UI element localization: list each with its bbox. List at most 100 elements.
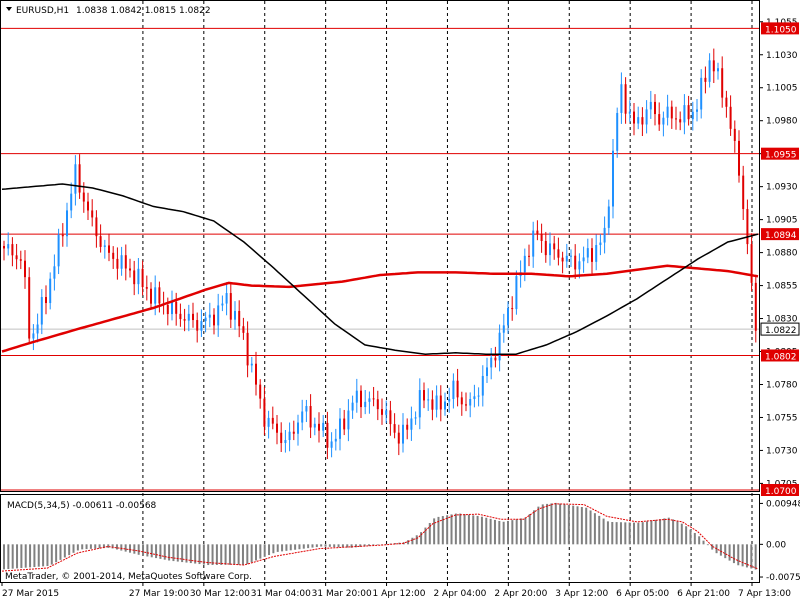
macd-bar — [20, 544, 23, 569]
macd-bar — [3, 544, 5, 570]
candle-body — [607, 206, 610, 228]
macd-bar — [324, 544, 327, 547]
candle-body — [78, 164, 81, 193]
macd-bar — [55, 544, 58, 563]
macd-bar — [737, 544, 740, 566]
candle-body — [574, 255, 577, 270]
candle-body — [410, 418, 413, 430]
macd-bar — [11, 544, 14, 569]
candle-body — [691, 111, 694, 120]
candle-body — [267, 417, 270, 427]
candle-body — [322, 422, 325, 431]
time-tick-label: 27 Mar 19:00 — [129, 589, 189, 599]
candle-body — [515, 276, 518, 310]
macd-bar — [572, 505, 575, 545]
candle-body — [662, 117, 665, 125]
macd-bar — [602, 518, 605, 545]
candle-body — [175, 301, 178, 314]
candle-body — [570, 255, 572, 257]
candle-body — [490, 357, 493, 368]
candle-body — [24, 260, 26, 278]
candle-body — [624, 84, 627, 114]
macd-bar — [450, 514, 453, 545]
macd-axis: 0.00948 0.00 -0.00758 — [759, 499, 800, 583]
candle-body — [532, 230, 535, 257]
candle-body — [364, 401, 367, 408]
macd-bar — [42, 544, 45, 567]
macd-bar — [467, 514, 470, 545]
candle-body — [40, 297, 43, 325]
candle-body — [263, 398, 266, 427]
candle-body — [250, 363, 253, 366]
macd-bar — [137, 544, 140, 555]
candle-body — [141, 268, 144, 288]
candle-body — [57, 234, 60, 267]
candle-body — [309, 406, 312, 428]
time-tick-label: 31 Mar 20:00 — [312, 589, 372, 599]
macd-signal-line — [1, 503, 759, 572]
macd-bar — [98, 544, 101, 549]
macd-bar — [367, 544, 370, 546]
macd-bar — [654, 519, 657, 545]
candle-body — [700, 77, 703, 110]
macd-bar — [102, 544, 105, 549]
price-tick-label: 1.0755 — [766, 413, 798, 423]
candle-body — [313, 423, 316, 428]
macd-bar — [94, 544, 97, 549]
candle-body — [82, 192, 85, 202]
macd-bar — [163, 544, 166, 560]
candle-body — [271, 417, 274, 424]
macd-bar — [7, 544, 10, 570]
candle-body — [326, 422, 329, 448]
candle-body — [687, 105, 690, 120]
candle-body — [502, 325, 505, 333]
macd-histogram — [3, 502, 757, 570]
macd-bar — [541, 504, 544, 545]
macd-bar — [437, 516, 440, 545]
macd-bar — [415, 535, 418, 545]
macd-bar — [754, 544, 757, 570]
macd-bar — [211, 544, 214, 565]
macd-bar — [585, 507, 588, 545]
macd-bar — [328, 544, 331, 547]
macd-bar — [528, 514, 531, 545]
candle-body — [330, 441, 333, 448]
candle-body — [565, 255, 568, 262]
macd-tick-label: 0.00948 — [766, 499, 800, 509]
macd-bar — [81, 544, 84, 550]
candle-body — [418, 390, 421, 418]
candle-body — [208, 314, 211, 318]
macd-bar — [59, 544, 62, 560]
macd-bar — [633, 522, 635, 545]
macd-bar — [337, 544, 340, 548]
macd-bar — [50, 544, 53, 565]
dropdown-triangle-icon[interactable] — [6, 7, 12, 11]
candle-body — [196, 320, 199, 331]
macd-bar — [85, 544, 88, 550]
macd-bar — [611, 521, 614, 545]
candle-body — [360, 390, 362, 408]
time-tick-label: 7 Apr 13:00 — [738, 589, 791, 599]
macd-bar — [385, 543, 388, 545]
candle-body — [523, 255, 526, 273]
macd-bar — [285, 544, 288, 551]
time-tick-label: 2 Apr 20:00 — [494, 589, 547, 599]
macd-bar — [433, 518, 436, 545]
candle-body — [683, 105, 686, 123]
candle-body — [456, 380, 459, 398]
macd-bar — [728, 544, 731, 561]
candle-body — [494, 357, 497, 361]
macd-bar — [115, 544, 118, 550]
price-tick-label: 1.0905 — [766, 216, 798, 226]
macd-bar — [520, 518, 523, 545]
macd-bar — [672, 519, 675, 545]
macd-bar — [233, 544, 236, 565]
macd-bar — [619, 522, 622, 545]
candle-body — [87, 201, 89, 211]
macd-bar — [46, 544, 49, 567]
candle-body — [187, 313, 190, 321]
candle-body — [3, 246, 5, 249]
candle-body — [696, 109, 698, 112]
candle-body — [129, 268, 131, 271]
